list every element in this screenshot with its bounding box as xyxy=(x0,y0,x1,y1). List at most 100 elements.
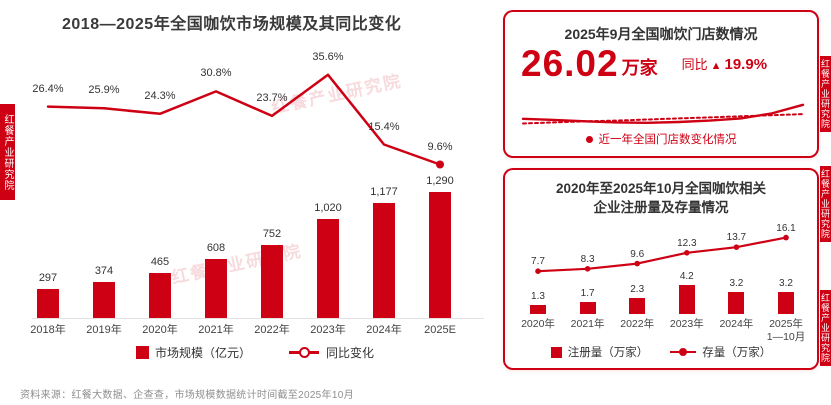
bar-swatch-icon xyxy=(135,346,149,359)
stock-line-point xyxy=(684,250,690,256)
bar-value-label: 374 xyxy=(94,264,114,277)
legend-label: 注册量（万家） xyxy=(567,347,649,359)
line-dot-swatch-icon xyxy=(670,348,697,355)
bar-value-label: 608 xyxy=(206,241,226,254)
up-triangle-icon: ▲ xyxy=(710,60,722,72)
x-axis-label: 2025年 1—10月 xyxy=(766,318,806,344)
bar-value-label: 1,290 xyxy=(426,175,454,188)
x-axis-label: 2018年 xyxy=(30,324,66,336)
bar-value-label: 2.3 xyxy=(630,283,645,295)
registration-bar xyxy=(678,284,695,314)
enterprise-title-line2: 企业注册量及存量情况 xyxy=(593,199,729,215)
x-axis-line xyxy=(32,318,484,319)
registration-bar xyxy=(530,304,546,314)
bar-value-label: 1,177 xyxy=(370,186,398,199)
enterprise-chart-legend: 注册量（万家） 存量（万家） xyxy=(505,344,817,360)
line-value-label: 24.3% xyxy=(144,89,176,102)
market-bar xyxy=(261,244,283,318)
yoy-value: 19.9% xyxy=(724,56,768,73)
line-value-label: 9.6% xyxy=(427,140,453,153)
legend-item-market-scale: 市场规模（亿元） xyxy=(135,344,251,361)
line-value-label: 25.9% xyxy=(88,84,120,97)
store-trend-sparkline xyxy=(521,103,805,125)
hongcan-logo-left: 红餐产业研究院 xyxy=(0,104,15,200)
source-note: 资料来源：红餐大数据、企查查，市场规模数据统计时间截至2025年10月 xyxy=(20,390,354,401)
market-chart: 297 374 465 608 752 1,020 1,177 1,290 2018年 2019年… xyxy=(20,0,490,380)
x-axis-label: 2023年 xyxy=(310,324,346,336)
line-value-label: 15.4% xyxy=(368,120,400,133)
registration-bar xyxy=(629,297,646,314)
market-bar xyxy=(93,281,115,318)
legend-item-stock: 存量（万家） xyxy=(670,344,771,360)
yoy-line-svg xyxy=(46,73,444,169)
x-axis-label: 2023年 xyxy=(669,318,704,330)
enterprise-title-line1: 2020年至2025年10月全国咖饮相关 xyxy=(555,181,767,196)
bar-value-label: 3.2 xyxy=(729,277,744,289)
enterprise-chart: 1.3 1.7 2.3 4.2 3.2 3.2 2020年 2021年 2022年 2023年 20… xyxy=(513,214,811,344)
yoy-line-endpoint xyxy=(436,160,444,169)
registration-bar xyxy=(579,302,596,314)
x-axis-label: 2021年 xyxy=(198,324,234,336)
x-axis-label: 2019年 xyxy=(86,324,122,336)
x-axis-label: 2022年 xyxy=(254,324,290,336)
stock-line-point xyxy=(783,234,789,241)
stock-line-point xyxy=(733,244,740,250)
market-bar xyxy=(37,289,59,318)
line-value-label: 7.7 xyxy=(531,256,545,268)
line-value-label: 35.6% xyxy=(312,50,344,63)
x-axis-label: 2024年 xyxy=(719,318,754,330)
bar-value-label: 4.2 xyxy=(679,270,694,282)
line-value-label: 16.1 xyxy=(776,222,796,234)
bar-value-label: 1,020 xyxy=(314,201,342,214)
store-yoy: 同比 ▲ 19.9% xyxy=(682,54,767,73)
market-bar xyxy=(317,218,339,318)
line-circle-swatch-icon xyxy=(289,347,319,358)
line-value-label: 23.7% xyxy=(256,91,288,104)
x-axis-label: 2024年 xyxy=(366,324,402,336)
legend-label: 近一年全国门店数变化情况 xyxy=(598,134,737,146)
legend-item-yoy-change: 同比变化 xyxy=(289,344,374,361)
line-value-label: 8.3 xyxy=(580,253,595,265)
line-value-label: 12.3 xyxy=(677,237,697,249)
legend-label: 同比变化 xyxy=(326,346,375,360)
store-count-headline: 26.02 万家 同比 ▲ 19.9% xyxy=(521,45,767,82)
bar-value-label: 1.3 xyxy=(531,290,545,302)
hongcan-logo-right-3: 红餐产业研究院 xyxy=(820,290,831,366)
bar-value-label: 297 xyxy=(38,272,58,285)
store-count-unit: 万家 xyxy=(621,58,658,78)
store-trend-solid xyxy=(521,103,805,124)
x-axis-label: 2020年 xyxy=(142,324,178,336)
market-chart-legend: 市场规模（亿元） 同比变化 xyxy=(20,344,490,361)
line-value-label: 26.4% xyxy=(32,82,64,95)
market-bar xyxy=(429,192,451,318)
registration-bar xyxy=(778,291,794,314)
dot-icon xyxy=(585,135,593,143)
line-value-label: 13.7 xyxy=(726,232,747,244)
hongcan-logo-right-1: 红餐产业研究院 xyxy=(820,56,831,132)
registration-bar xyxy=(728,291,745,314)
store-card-title: 2025年9月全国咖饮门店数情况 xyxy=(564,26,758,42)
x-axis-label: 2022年 xyxy=(620,318,655,330)
market-bar xyxy=(373,203,395,318)
enterprise-card: 2020年至2025年10月全国咖饮相关 企业注册量及存量情况 1.3 1.7 2.… xyxy=(503,168,819,370)
hongcan-logo-right-2: 红餐产业研究院 xyxy=(820,166,831,242)
store-count-card: 2025年9月全国咖饮门店数情况 26.02 万家 同比 ▲ 19.9% 近一年… xyxy=(503,10,819,158)
store-card-legend: 近一年全国门店数变化情况 xyxy=(505,131,817,147)
bar-swatch-icon xyxy=(550,346,562,358)
line-value-label: 30.8% xyxy=(200,67,232,80)
x-axis-label: 2021年 xyxy=(570,318,605,330)
legend-label: 市场规模（亿元） xyxy=(154,346,251,360)
stock-line-point xyxy=(584,266,591,272)
market-bar xyxy=(205,258,227,318)
yoy-label: 同比 xyxy=(681,57,708,72)
bar-value-label: 465 xyxy=(150,255,170,268)
bar-value-label: 3.2 xyxy=(779,277,793,289)
market-bar xyxy=(149,272,171,318)
x-axis-label: 2025E xyxy=(424,324,456,336)
legend-item-registrations: 注册量（万家） xyxy=(550,344,649,360)
stock-line-point xyxy=(634,260,640,267)
line-value-label: 9.6 xyxy=(630,248,645,260)
enterprise-card-title: 2020年至2025年10月全国咖饮相关 企业注册量及存量情况 xyxy=(505,180,817,218)
store-count-value: 26.02 xyxy=(521,43,619,84)
